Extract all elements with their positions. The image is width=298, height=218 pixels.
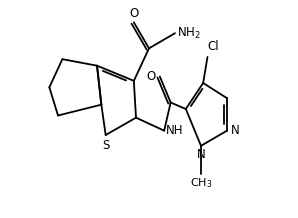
Text: N: N bbox=[197, 148, 205, 161]
Text: CH$_3$: CH$_3$ bbox=[190, 176, 212, 190]
Text: N: N bbox=[231, 124, 240, 137]
Text: S: S bbox=[102, 139, 109, 152]
Text: O: O bbox=[129, 7, 139, 20]
Text: Cl: Cl bbox=[207, 40, 219, 53]
Text: O: O bbox=[146, 70, 156, 83]
Text: NH: NH bbox=[166, 124, 184, 137]
Text: NH$_2$: NH$_2$ bbox=[177, 26, 201, 41]
